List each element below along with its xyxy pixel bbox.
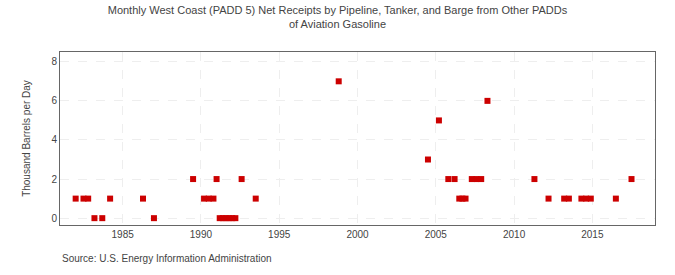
svg-text:2010: 2010: [503, 229, 526, 240]
svg-text:1995: 1995: [268, 229, 291, 240]
svg-text:0: 0: [51, 213, 57, 224]
svg-text:2: 2: [51, 174, 57, 185]
svg-text:6: 6: [51, 95, 57, 106]
svg-text:2000: 2000: [346, 229, 369, 240]
svg-text:2015: 2015: [581, 229, 604, 240]
svg-text:1985: 1985: [112, 229, 135, 240]
svg-text:4: 4: [51, 134, 57, 145]
svg-text:Monthly West Coast (PADD 5) Ne: Monthly West Coast (PADD 5) Net Receipts…: [108, 4, 568, 30]
svg-text:2005: 2005: [425, 229, 448, 240]
svg-text:Thousand Barrels per Day: Thousand Barrels per Day: [21, 80, 32, 197]
svg-text:8: 8: [51, 56, 57, 67]
svg-text:1990: 1990: [190, 229, 213, 240]
svg-text:Source: U.S. Energy Informatio: Source: U.S. Energy Information Administ…: [62, 253, 272, 264]
